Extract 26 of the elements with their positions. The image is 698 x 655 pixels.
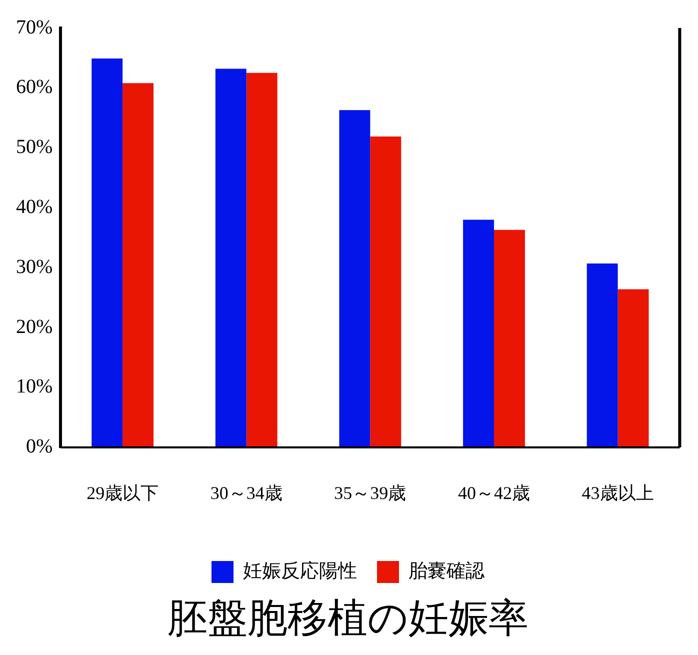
x-tick-label: 30～34歳	[210, 482, 282, 503]
legend-label: 妊娠反応陽性	[243, 560, 357, 582]
y-tick-label: 20%	[16, 316, 53, 338]
bar	[246, 72, 278, 448]
bar	[494, 230, 525, 448]
bar	[586, 263, 618, 448]
bar	[370, 136, 402, 448]
y-tick-label: 60%	[16, 76, 53, 98]
y-tick-label: 50%	[16, 136, 53, 158]
bar	[339, 110, 370, 448]
x-tick-label: 29歳以下	[86, 482, 159, 503]
y-tick-label: 10%	[16, 376, 53, 398]
y-tick-label: 30%	[16, 256, 53, 278]
y-tick-label: 70%	[16, 16, 53, 38]
legend-label: 胎嚢確認	[408, 560, 484, 582]
bar	[618, 289, 649, 448]
y-tick-label: 40%	[16, 196, 53, 218]
y-tick-label: 0%	[26, 436, 53, 458]
bar	[92, 58, 123, 448]
bar	[122, 83, 154, 448]
x-tick-label: 40～42歳	[458, 482, 530, 503]
bar	[463, 220, 494, 448]
x-tick-label: 35～39歳	[334, 482, 406, 503]
text: 胚盤胞移植の妊娠率	[168, 595, 528, 642]
x-tick-label: 43歳以上	[582, 482, 654, 503]
bar	[215, 68, 246, 448]
